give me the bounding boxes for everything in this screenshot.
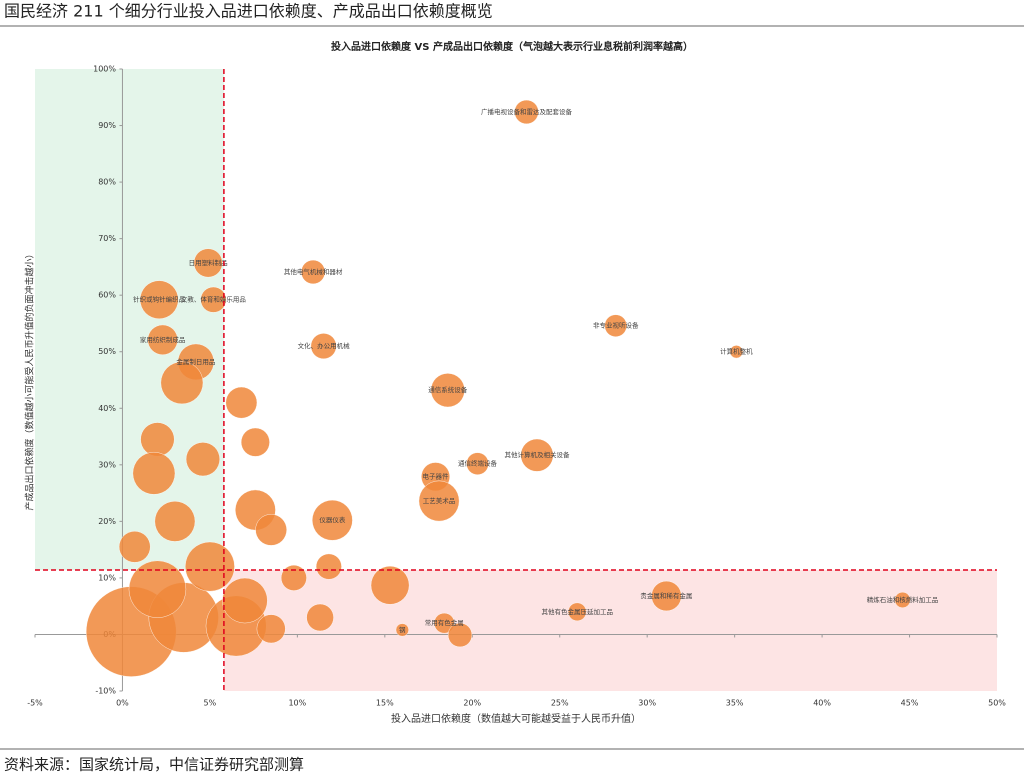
bubble-label: 广播电视设备和雷达及配套设备 [481,107,573,116]
bubble-label: 针织或钩针编织品 [133,295,185,304]
header: 国民经济 211 个细分行业投入品进口依赖度、产成品出口依赖度概览 [4,2,493,21]
y-tick-label: 70% [98,234,116,243]
bubble [154,501,196,542]
bubble [193,248,223,278]
bubble [894,591,911,608]
y-tick-label: 60% [98,291,116,300]
bubble [225,386,258,419]
bubble [315,553,342,580]
bubble [240,427,270,457]
bubble [300,259,326,285]
high-import-low-export-region [223,569,997,691]
y-tick-label: -10% [95,687,116,696]
x-tick-label: 10% [288,699,306,708]
bubble [418,480,460,522]
y-tick-label: 100% [93,65,116,74]
x-tick-label: 15% [376,699,394,708]
bubble [185,442,220,477]
bubble [255,514,287,546]
bubble-label: 常用有色金属 [425,618,464,627]
bubble-label: 其他有色金属压延加工品 [541,607,613,616]
bubble [200,286,227,313]
x-tick-label: 20% [463,699,481,708]
x-tick-label: 45% [901,699,919,708]
bubble-label: 工艺美术品 [423,496,456,505]
bubble-label: 非专业视听设备 [593,321,639,330]
bubble [132,451,176,495]
x-tick-label: 25% [551,699,569,708]
bubble [604,314,627,337]
bubble [118,531,151,563]
bubble [370,565,410,605]
bubble [139,280,179,319]
bubble-label: 文教、体育和娱乐用品 [181,295,246,304]
bubble-label: 通信系统设备 [428,385,468,394]
bubble-label: 通信终端设备 [458,459,498,468]
bubble-label: 计算机整机 [720,347,753,356]
bubble [447,622,473,648]
y-tick-label: 30% [98,460,116,469]
y-axis-label: 产成品出口依赖度（数值越小可能受人民币升值的负面冲击越小） [24,249,36,510]
bubble-label: 贵金属和稀有金属 [640,591,692,600]
bubble [185,541,235,592]
y-tick-label: 40% [98,404,116,413]
y-tick-label: 50% [98,347,116,356]
x-tick-label: 0% [116,699,129,708]
bubble-label: 钢 [399,626,406,634]
source-note: 资料来源：国家统计局，中信证券研究部测算 [4,756,304,774]
bubble-label: 金属制日用品 [176,357,215,366]
bubble [140,422,175,457]
bubble [514,99,539,125]
bubble [147,324,178,355]
x-tick-label: 50% [988,699,1006,708]
bubble [128,560,187,618]
bubble-label: 日用塑料制品 [189,258,228,267]
low-import-high-export-region [35,69,224,570]
y-tick-label: 90% [98,121,116,130]
bubble-label: 其他计算机及相关设备 [504,450,570,459]
bubble [430,373,465,408]
bubble-label: 仪器仪表 [319,515,346,524]
bubble [729,345,743,359]
y-tick-label: 10% [98,573,116,582]
x-tick-label: 5% [204,699,217,708]
bubble-label: 文化、办公用机械 [298,341,351,350]
bubble [651,580,682,612]
bubble [160,361,204,405]
x-tick-label: 30% [638,699,656,708]
bubble [395,623,409,637]
chart-title: 投入品进口依赖度 VS 产成品出口依赖度（气泡越大表示行业息税前利润率越高） [331,40,693,53]
bubble-label: 家用纺织制成品 [140,335,186,344]
bubble [520,438,554,472]
bubble [256,614,286,644]
y-tick-label: 20% [98,517,116,526]
bubble-label: 电子器件 [423,472,450,481]
y-tick-label: 80% [98,178,116,187]
bubble-label: 精炼石油和核燃料加工品 [867,595,939,604]
x-tick-label: 35% [726,699,744,708]
bubble [312,499,353,541]
x-tick-label: -5% [27,699,43,708]
bubble-label: 其他电气机械和器材 [284,267,343,276]
bubble [306,603,334,632]
bubble [222,577,268,624]
bubble [310,333,337,360]
bubble [280,564,307,591]
bubble [434,612,455,634]
bubble [568,602,587,622]
x-axis-label: 投入品进口依赖度（数值越大可能越受益于人民币升值） [391,712,641,725]
bubble [466,452,489,475]
x-tick-label: 40% [813,699,831,708]
